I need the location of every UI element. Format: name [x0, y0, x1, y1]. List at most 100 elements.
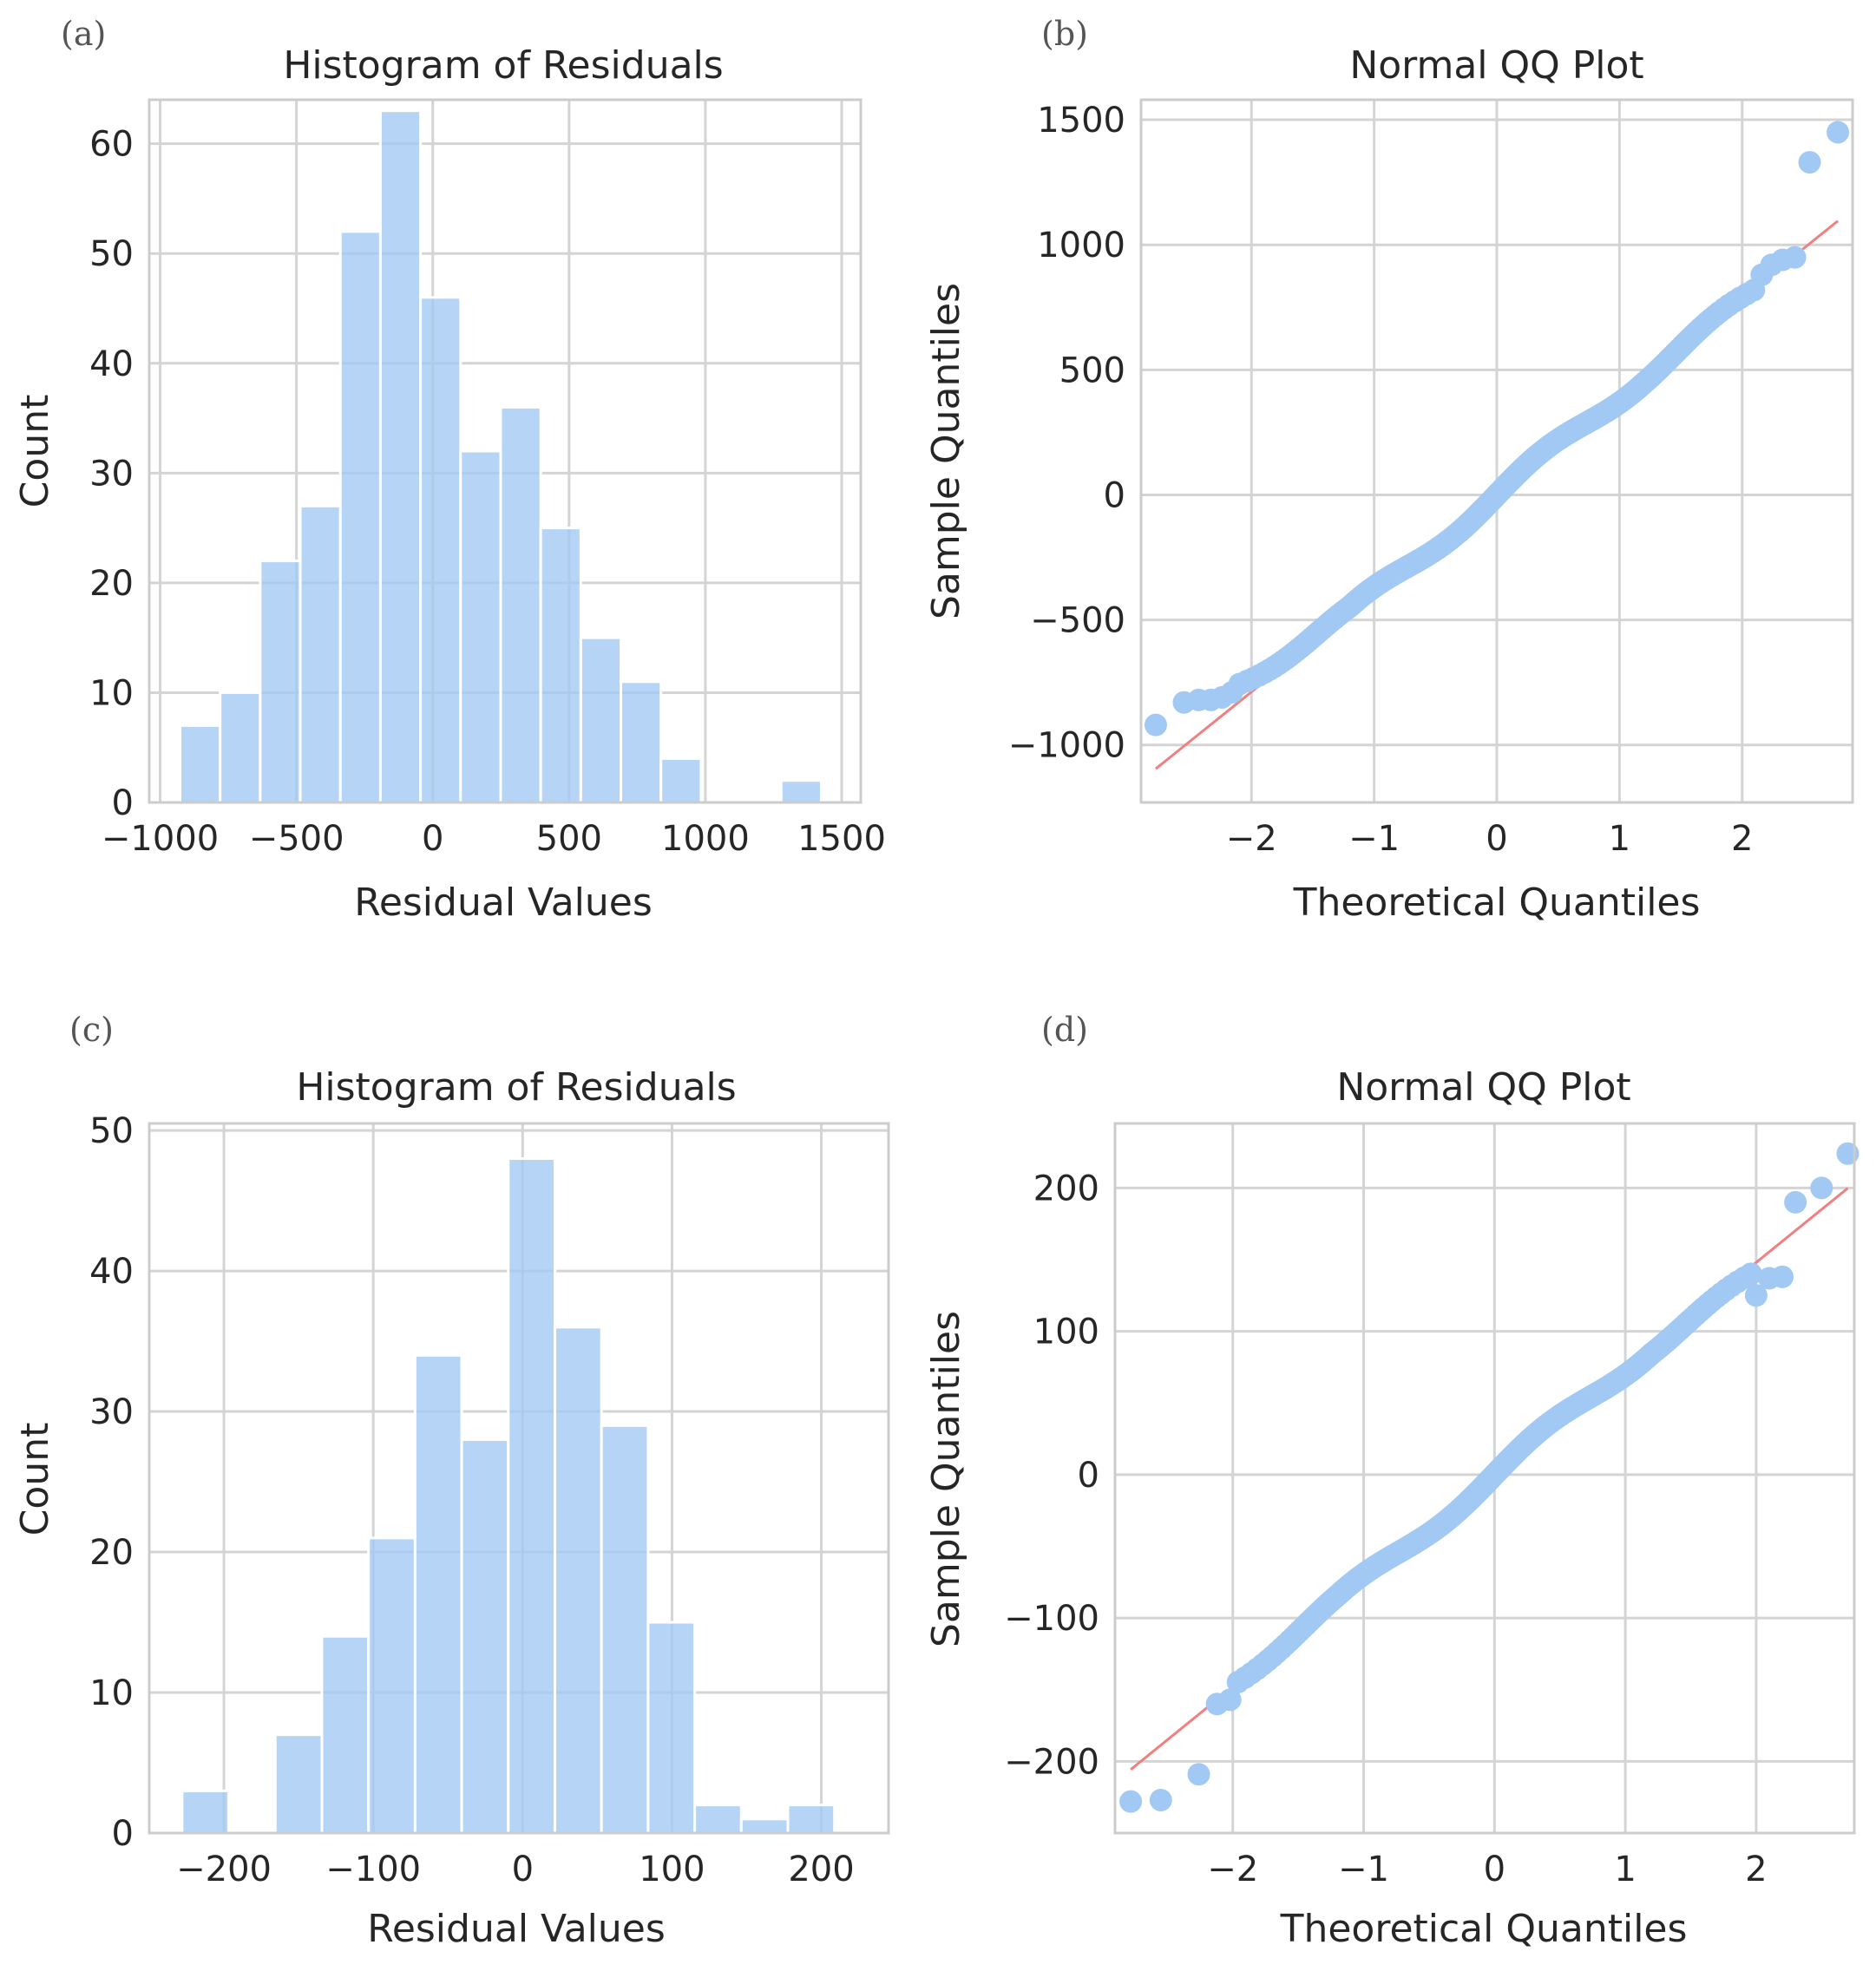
y-tick-label: −200 — [1004, 1742, 1099, 1782]
qq-point — [1149, 1788, 1172, 1811]
y-tick-label: 100 — [1033, 1313, 1099, 1352]
y-tick-label: −1000 — [1008, 726, 1125, 766]
x-axis-label-c: Residual Values — [367, 1907, 666, 1951]
y-axis-label-b: Sample Quantiles — [924, 283, 968, 619]
panel-b-qq-plot: (b) Normal QQ Plot −2 −1 0 1 2 −1000 −500 0 500 1… — [924, 15, 1854, 925]
histogram-bar — [273, 1733, 324, 1835]
plot-frame-d — [1113, 1122, 1856, 1835]
y-tick-label: 1000 — [1037, 226, 1125, 265]
y-tick-label: −500 — [1030, 601, 1125, 641]
x-tick-label: 2 — [1731, 819, 1753, 859]
bars-a — [179, 109, 823, 804]
y-tick-label: 200 — [1033, 1169, 1099, 1208]
x-tick-label: 1000 — [661, 819, 750, 859]
y-tick-label: 20 — [89, 1533, 134, 1573]
grid-d — [1115, 1123, 1854, 1833]
histogram-bar — [259, 560, 302, 804]
chart-title-c: Histogram of Residuals — [296, 1065, 736, 1110]
qq-point — [1810, 1176, 1833, 1200]
histogram-bar — [620, 680, 663, 804]
qq-point — [1744, 1284, 1768, 1307]
panel-label-a: (a) — [61, 15, 106, 53]
histogram-bar — [786, 1804, 836, 1835]
histogram-bar — [739, 1817, 790, 1835]
qq-point — [1798, 151, 1821, 174]
histogram-bar — [659, 756, 703, 804]
x-tick-label: 1500 — [797, 819, 886, 859]
histogram-bar — [219, 691, 262, 804]
x-tick-label: 200 — [788, 1850, 854, 1889]
x-tick-label: 0 — [422, 819, 443, 859]
y-tick-label: 30 — [89, 454, 134, 494]
histogram-bar — [180, 1789, 231, 1835]
histogram-bar — [579, 636, 623, 804]
y-tick-label: 0 — [112, 783, 134, 823]
x-tick-label: −500 — [249, 819, 344, 859]
chart-title-a: Histogram of Residuals — [283, 43, 723, 88]
qq-point — [1784, 1190, 1807, 1214]
histogram-bar — [320, 1634, 371, 1835]
histogram-bar — [459, 449, 502, 804]
y-axis-label-c: Count — [13, 1423, 57, 1536]
y-tick-label: 30 — [89, 1392, 134, 1432]
panel-d-qq-plot: (d) Normal QQ Plot −2 −1 0 1 2 −200 −100 0 100 20… — [924, 1011, 1860, 1951]
y-tick-label: 500 — [1059, 350, 1125, 390]
histogram-bar — [779, 779, 823, 804]
chart-title-d: Normal QQ Plot — [1336, 1065, 1630, 1110]
panel-label-d: (d) — [1041, 1011, 1088, 1049]
histogram-bar — [600, 1424, 650, 1835]
qq-point — [1827, 121, 1850, 144]
qq-point — [1218, 1688, 1242, 1712]
histogram-bar — [367, 1536, 417, 1835]
histogram-bar — [413, 1353, 463, 1835]
x-axis-label-d: Theoretical Quantiles — [1280, 1907, 1688, 1951]
x-tick-label: −100 — [325, 1850, 421, 1889]
x-tick-label: 100 — [639, 1850, 705, 1889]
x-tick-label: −1 — [1348, 819, 1400, 859]
histogram-bar — [298, 504, 342, 804]
y-tick-label: 1500 — [1037, 101, 1125, 141]
x-tick-label: −200 — [176, 1850, 272, 1889]
qq-point — [1144, 713, 1167, 737]
ticks-a: −1000 −500 0 500 1000 1500 0 10 20 30 40 50 60 — [89, 125, 886, 859]
x-tick-label: −2 — [1207, 1850, 1258, 1889]
x-tick-label: −1 — [1338, 1850, 1389, 1889]
x-tick-label: −2 — [1226, 819, 1277, 859]
y-tick-label: −100 — [1004, 1599, 1099, 1639]
y-tick-label: 50 — [89, 1111, 134, 1151]
x-tick-label: 0 — [1486, 819, 1507, 859]
qq-point — [1187, 1763, 1210, 1786]
histogram-bar — [539, 527, 582, 804]
ticks-c: −200 −100 0 100 200 0 10 20 30 40 50 — [89, 1111, 855, 1889]
x-tick-label: 500 — [536, 819, 602, 859]
y-tick-label: 0 — [1104, 475, 1125, 515]
y-tick-label: 50 — [89, 234, 134, 274]
panel-a-histogram: (a) Histogram of Residuals −1000 −500 0 500… — [13, 15, 886, 925]
histogram-bar — [507, 1156, 556, 1835]
histogram-bar — [378, 109, 423, 804]
x-axis-label-b: Theoretical Quantiles — [1293, 881, 1701, 925]
plot-frame-b — [1139, 98, 1854, 804]
qq-point — [1771, 1265, 1794, 1288]
qq-point — [1836, 1142, 1860, 1165]
points-d — [1119, 1142, 1860, 1813]
histogram-bar — [499, 405, 542, 804]
y-tick-label: 0 — [112, 1814, 134, 1854]
plot-frame-a — [148, 98, 863, 804]
y-tick-label: 40 — [89, 1252, 134, 1292]
histogram-bar — [179, 724, 222, 804]
points-b — [1144, 121, 1850, 770]
y-tick-label: 60 — [89, 125, 134, 165]
y-tick-label: 0 — [1078, 1456, 1099, 1496]
panel-label-c: (c) — [69, 1011, 114, 1049]
qq-point — [1119, 1790, 1143, 1813]
y-tick-label: 10 — [89, 673, 134, 713]
histogram-bar — [419, 296, 462, 804]
ticks-d: −2 −1 0 1 2 −200 −100 0 100 200 — [1004, 1169, 1768, 1889]
y-axis-label-d: Sample Quantiles — [924, 1311, 968, 1647]
qq-point — [1739, 1262, 1762, 1286]
qq-point — [1783, 246, 1807, 269]
